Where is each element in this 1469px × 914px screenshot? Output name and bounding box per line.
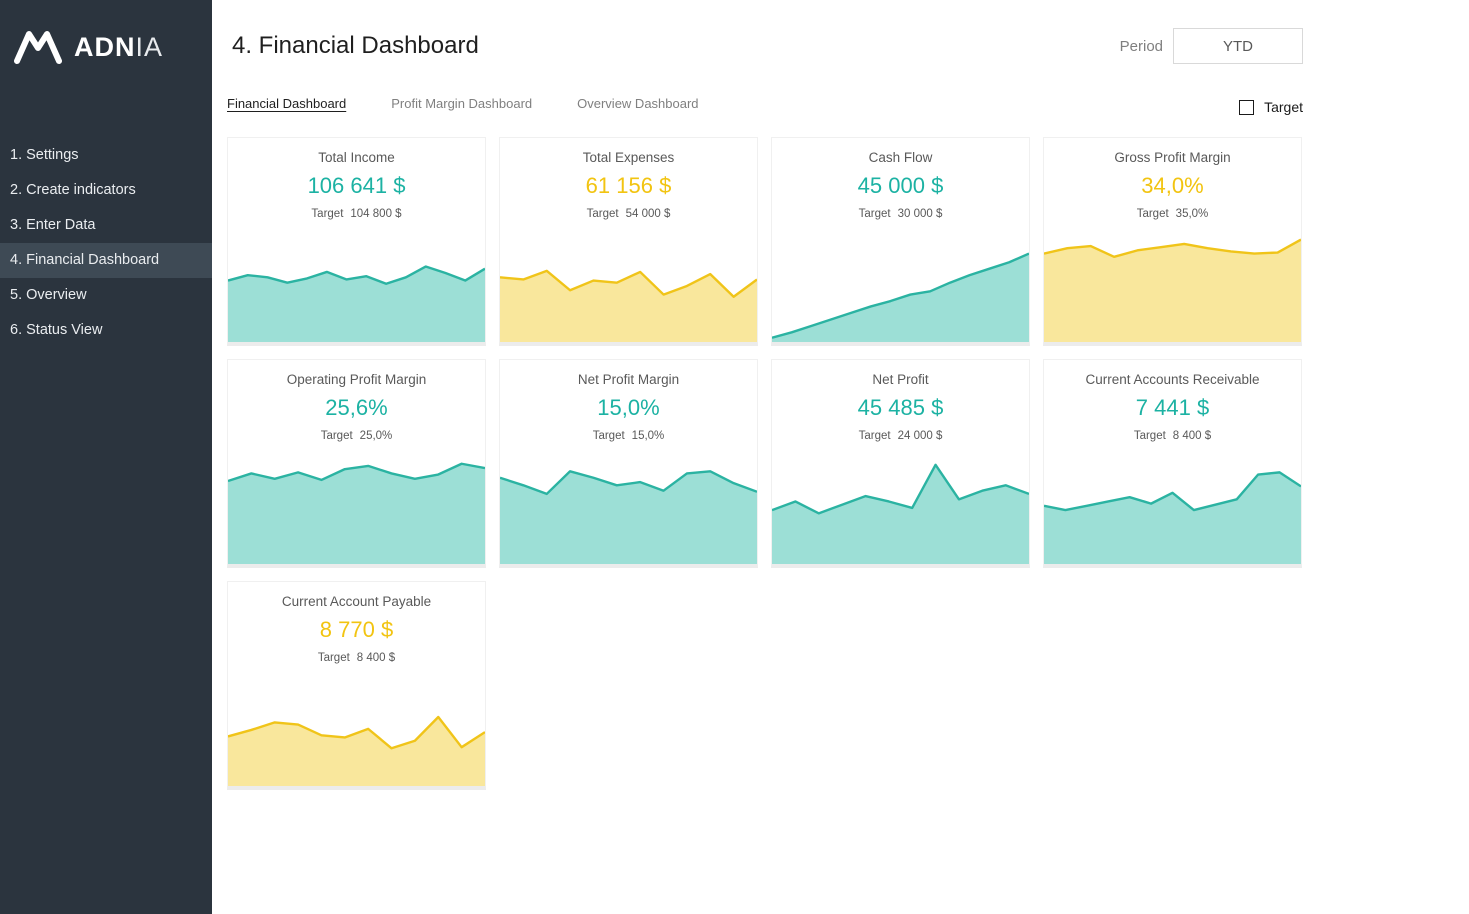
kpi-title: Net Profit Margin: [577, 372, 680, 387]
kpi-target: Target 15,0%: [500, 430, 757, 442]
kpi-value: 7 441 $: [1135, 395, 1210, 420]
kpi-sparkline-chart: [500, 232, 757, 342]
kpi-title: Net Profit: [872, 372, 929, 387]
sidebar-item-3-enter-data[interactable]: 3. Enter Data: [10, 217, 96, 233]
kpi-value: 34,0%: [1141, 173, 1204, 198]
kpi-sparkline-chart: [228, 232, 485, 342]
kpi-card-net-profit-margin: Net Profit Margin 15,0% Target 15,0%: [499, 359, 758, 568]
kpi-target-value: 104 800 $: [350, 208, 402, 220]
kpi-card-grid: Total Income 106 641 $ Target 104 800 $ Tota…: [227, 137, 1303, 790]
kpi-target: Target 30 000 $: [772, 208, 1029, 220]
header-row: 4. Financial Dashboard Period YTD: [227, 26, 1303, 66]
kpi-sparkline-chart: [772, 232, 1029, 342]
kpi-target: Target 25,0%: [228, 430, 485, 442]
kpi-value: 106 641 $: [307, 173, 406, 198]
kpi-target-value: 25,0%: [359, 430, 393, 442]
kpi-value: 61 156 $: [585, 173, 672, 198]
kpi-target-value: 8 400 $: [1172, 430, 1212, 442]
kpi-target: Target 35,0%: [1044, 208, 1301, 220]
kpi-sparkline-chart: [500, 454, 757, 564]
period-control: Period YTD: [1120, 28, 1303, 64]
kpi-card-total-expenses: Total Expenses 61 156 $ Target 54 000 $: [499, 137, 758, 346]
kpi-target-value: 8 400 $: [356, 652, 396, 664]
kpi-target-label: Target: [858, 430, 891, 442]
tab-overview-dashboard[interactable]: Overview Dashboard: [577, 96, 699, 111]
kpi-card-gross-profit-margin: Gross Profit Margin 34,0% Target 35,0%: [1043, 137, 1302, 346]
target-label: Target: [1264, 99, 1303, 115]
kpi-target-label: Target: [586, 208, 619, 220]
kpi-target-label: Target: [1133, 430, 1166, 442]
kpi-target-label: Target: [1136, 208, 1169, 220]
kpi-target-value: 35,0%: [1175, 208, 1209, 220]
kpi-card-current-accounts-receivable: Current Accounts Receivable 7 441 $ Target…: [1043, 359, 1302, 568]
sidebar-item-2-create-indicators[interactable]: 2. Create indicators: [10, 182, 136, 198]
logo-text-bold: ADN: [74, 31, 136, 62]
kpi-sparkline-chart: [1044, 454, 1301, 564]
kpi-target-label: Target: [592, 430, 625, 442]
kpi-target-label: Target: [320, 430, 353, 442]
sidebar-item-4-financial-dashboard[interactable]: 4. Financial Dashboard: [0, 243, 212, 278]
kpi-target-value: 24 000 $: [897, 430, 943, 442]
kpi-sparkline-chart: [1044, 232, 1301, 342]
kpi-target: Target 8 400 $: [228, 652, 485, 664]
tabs-row: Financial Dashboard Profit Margin Dashboa…: [227, 96, 1303, 115]
kpi-card-total-income: Total Income 106 641 $ Target 104 800 $: [227, 137, 486, 346]
sidebar: ADNIA 1. Settings 2. Create indicators 3. …: [0, 0, 212, 914]
kpi-sparkline-chart: [772, 454, 1029, 564]
kpi-target-label: Target: [858, 208, 891, 220]
kpi-target: Target 104 800 $: [228, 208, 485, 220]
kpi-value: 45 485 $: [857, 395, 944, 420]
kpi-target-label: Target: [311, 208, 344, 220]
sidebar-menu: 1. Settings 2. Create indicators 3. Enter …: [0, 138, 212, 348]
kpi-card-net-profit: Net Profit 45 485 $ Target 24 000 $: [771, 359, 1030, 568]
kpi-title: Current Accounts Receivable: [1085, 372, 1260, 387]
main-content: 4. Financial Dashboard Period YTD Financ…: [212, 0, 1469, 914]
kpi-value: 15,0%: [597, 395, 660, 420]
kpi-target: Target 54 000 $: [500, 208, 757, 220]
kpi-card-current-account-payable: Current Account Payable 8 770 $ Target 8 40…: [227, 581, 486, 790]
dashboard-tabs: Financial Dashboard Profit Margin Dashboa…: [227, 96, 699, 115]
kpi-target: Target 8 400 $: [1044, 430, 1301, 442]
kpi-card-cash-flow: Cash Flow 45 000 $ Target 30 000 $: [771, 137, 1030, 346]
kpi-target: Target 24 000 $: [772, 430, 1029, 442]
period-label: Period: [1119, 37, 1163, 55]
kpi-target-label: Target: [317, 652, 350, 664]
sidebar-item-1-settings[interactable]: 1. Settings: [10, 147, 79, 163]
kpi-title: Gross Profit Margin: [1114, 150, 1231, 165]
sidebar-item-6-status-view[interactable]: 6. Status View: [10, 322, 103, 338]
logo-text-light: IA: [135, 31, 164, 62]
kpi-value: 25,6%: [325, 395, 388, 420]
kpi-title: Total Expenses: [582, 150, 675, 165]
target-checkbox[interactable]: [1239, 99, 1255, 115]
logo-text: ADNIA: [74, 32, 163, 63]
kpi-title: Cash Flow: [868, 150, 933, 165]
kpi-target-value: 54 000 $: [625, 208, 671, 220]
kpi-title: Total Income: [318, 150, 395, 165]
kpi-sparkline-chart: [228, 676, 485, 786]
kpi-card-operating-profit-margin: Operating Profit Margin 25,6% Target 25,0%: [227, 359, 486, 568]
period-value: YTD: [1223, 37, 1253, 55]
sidebar-item-5-overview[interactable]: 5. Overview: [10, 287, 87, 303]
period-select[interactable]: YTD: [1173, 28, 1303, 64]
kpi-value: 8 770 $: [319, 617, 394, 642]
tab-profit-margin-dashboard[interactable]: Profit Margin Dashboard: [391, 96, 533, 111]
kpi-value: 45 000 $: [857, 173, 944, 198]
kpi-sparkline-chart: [228, 454, 485, 564]
target-toggle[interactable]: Target: [1239, 99, 1303, 115]
tab-financial-dashboard[interactable]: Financial Dashboard: [227, 96, 347, 111]
kpi-target-value: 30 000 $: [897, 208, 943, 220]
kpi-target-value: 15,0%: [631, 430, 665, 442]
kpi-title: Current Account Payable: [281, 594, 432, 609]
logo: ADNIA: [0, 0, 212, 72]
adnia-logo-icon: [14, 28, 62, 66]
page-title: 4. Financial Dashboard: [232, 32, 479, 59]
kpi-title: Operating Profit Margin: [286, 372, 427, 387]
